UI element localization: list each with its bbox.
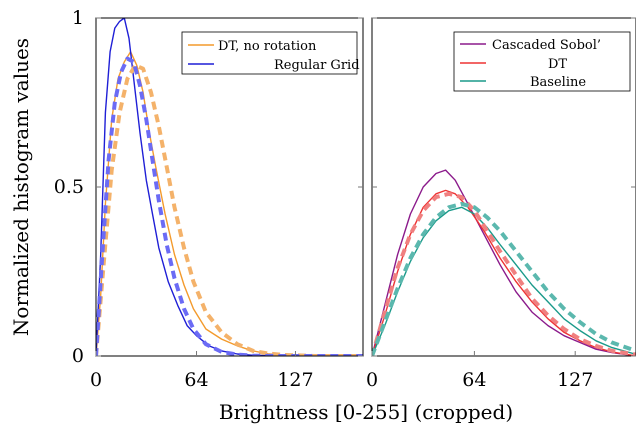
left-legend-label-dt-no-rotation: DT, no rotation [218, 39, 317, 54]
panel-1-series-dt-line [372, 189, 636, 356]
right-panel: 0 64 127 Cascaded Sobol’ DT Baseline [366, 17, 636, 391]
panel-1-x-tick-label: 64 [462, 369, 486, 391]
y-axis-label: Normalized histogram values [9, 38, 33, 336]
x-axis-label: Brightness [0-255] (cropped) [219, 400, 513, 424]
y-tick-label-0.5: 0.5 [54, 176, 84, 198]
panel-0-series-dashed-2-line [96, 63, 363, 356]
panel-0-series-dashed-3-line [96, 56, 363, 356]
right-panel-series [372, 169, 636, 356]
left-legend: DT, no rotation Regular Grid [181, 31, 360, 75]
panel-1-series-cascaded-sobol--line [372, 169, 636, 356]
panel-1-x-tick-label: 0 [366, 369, 378, 391]
left-legend-label-regular-grid: Regular Grid [274, 58, 360, 73]
left-legend-box [181, 31, 358, 75]
panel-0-x-tick-label: 127 [277, 369, 313, 391]
left-panel: 0 64 127 DT, no rotation Regular Grid [90, 17, 364, 391]
panel-1-series-dashed-3-line [372, 191, 636, 356]
y-tick-label-1: 1 [72, 7, 84, 29]
panel-0-x-tick-label: 64 [184, 369, 208, 391]
panel-0-x-tick-label: 0 [90, 369, 102, 391]
panel-1-x-tick-label: 127 [557, 369, 593, 391]
left-panel-series [96, 18, 363, 356]
right-legend-label-cascaded-sobol: Cascaded Sobol’ [492, 38, 601, 53]
y-tick-label-0: 0 [72, 345, 84, 367]
right-legend: Cascaded Sobol’ DT Baseline [453, 31, 631, 92]
right-legend-label-baseline: Baseline [530, 75, 586, 90]
panel-1-series-dashed-4-line [372, 201, 636, 356]
right-legend-label-dt: DT [548, 57, 567, 72]
